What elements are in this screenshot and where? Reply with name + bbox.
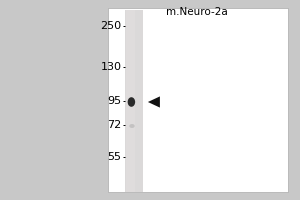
Text: 95: 95 [107, 96, 122, 106]
Text: m.Neuro-2a: m.Neuro-2a [166, 7, 227, 17]
Text: 130: 130 [100, 62, 122, 72]
Text: 55: 55 [107, 152, 122, 162]
Text: 72: 72 [107, 120, 122, 130]
Polygon shape [148, 96, 160, 108]
FancyBboxPatch shape [108, 8, 288, 192]
Ellipse shape [129, 124, 135, 128]
Text: 250: 250 [100, 21, 122, 31]
FancyBboxPatch shape [126, 10, 135, 192]
FancyBboxPatch shape [124, 10, 142, 192]
Ellipse shape [128, 97, 135, 107]
